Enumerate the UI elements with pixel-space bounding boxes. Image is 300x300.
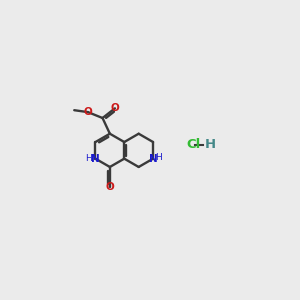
Text: N: N [91,154,100,164]
Text: O: O [110,103,119,113]
Text: O: O [84,107,92,117]
Text: O: O [106,182,114,192]
Text: H: H [205,138,216,151]
Text: N: N [149,154,158,164]
Text: H: H [85,154,92,163]
Text: Cl: Cl [186,138,200,151]
Text: H: H [155,153,161,162]
